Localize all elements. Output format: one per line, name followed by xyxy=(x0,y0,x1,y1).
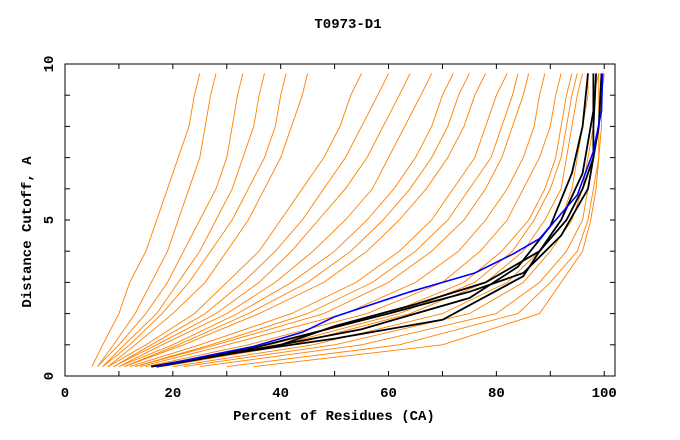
model-line xyxy=(124,73,487,368)
model-line xyxy=(113,73,389,367)
model-line xyxy=(145,73,562,368)
x-tick-label: 100 xyxy=(592,386,617,402)
model-line xyxy=(124,73,470,368)
model-line xyxy=(226,73,605,368)
model-line xyxy=(140,73,546,368)
model-line xyxy=(102,73,265,367)
model-line xyxy=(113,73,411,368)
model-line xyxy=(172,73,589,368)
model-line xyxy=(97,73,217,367)
highlight-black-line xyxy=(151,73,595,368)
y-axis-label: Distance Cutoff, A xyxy=(20,156,36,308)
model-line xyxy=(162,73,584,368)
model-line xyxy=(183,73,600,368)
model-line xyxy=(156,73,578,368)
model-line xyxy=(134,73,519,368)
model-line xyxy=(253,73,605,368)
model-line xyxy=(91,73,201,367)
model-line xyxy=(107,73,363,367)
x-tick-label: 20 xyxy=(164,386,181,402)
highlight-black-line xyxy=(151,73,603,368)
x-tick-label: 80 xyxy=(488,386,505,402)
axes: 0 20 40 60 80 100 0 5 10 xyxy=(42,56,617,402)
chart-title: T0973-D1 xyxy=(314,17,381,33)
model-line xyxy=(118,73,433,368)
model-line xyxy=(151,73,573,368)
y-tick-label: 0 xyxy=(42,372,58,380)
model-line xyxy=(118,73,454,368)
x-tick-label: 0 xyxy=(61,386,69,402)
plot-lines xyxy=(91,73,605,368)
x-axis-label: Percent of Residues (CA) xyxy=(233,409,435,425)
highlight-black-line xyxy=(156,73,589,368)
highlight-blue-line xyxy=(156,73,604,368)
model-line xyxy=(134,73,530,368)
y-tick-label: 5 xyxy=(42,216,58,224)
model-line xyxy=(129,73,508,368)
model-line xyxy=(97,73,244,367)
model-line xyxy=(102,73,287,367)
x-tick-label: 60 xyxy=(380,386,397,402)
y-tick-label: 10 xyxy=(42,56,58,73)
x-tick-label: 40 xyxy=(272,386,289,402)
model-line xyxy=(107,73,309,367)
